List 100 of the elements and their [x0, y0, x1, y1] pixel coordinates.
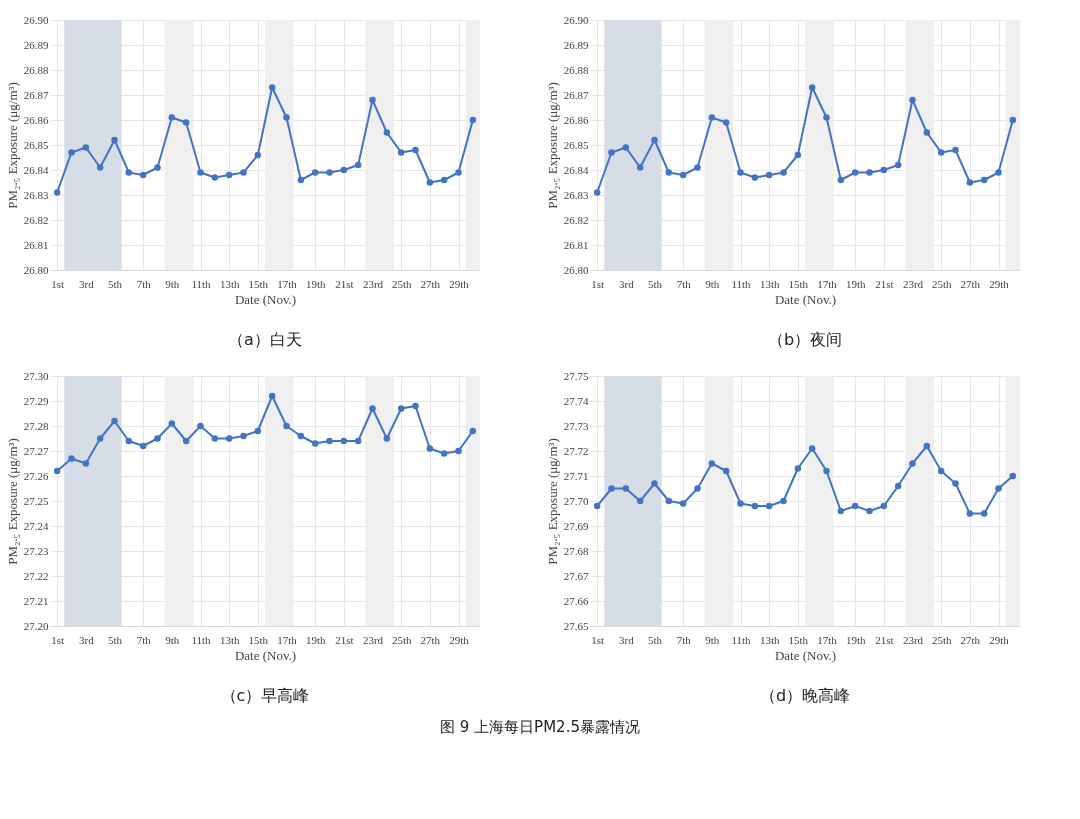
- y-tick-label: 27.73: [563, 419, 589, 432]
- y-tick-label: 26.87: [23, 88, 49, 101]
- x-tick-label: 5th: [107, 633, 123, 646]
- x-tick-label: 3rd: [79, 277, 95, 290]
- x-tick-label: 19th: [845, 633, 866, 646]
- point: [794, 151, 802, 159]
- point: [722, 119, 730, 126]
- y-tick-label: 26.84: [23, 163, 49, 176]
- y-tick-label: 27.30: [23, 369, 49, 382]
- point: [966, 510, 974, 517]
- point: [440, 450, 448, 457]
- y-axis-title: PM₂.₅ Exposure (μg/m³): [544, 82, 560, 209]
- point: [923, 442, 931, 450]
- point: [937, 467, 945, 475]
- y-tick-label: 27.29: [23, 394, 49, 407]
- point: [240, 169, 247, 176]
- y-tick-label: 26.90: [563, 13, 589, 26]
- point: [679, 171, 687, 179]
- point: [168, 114, 176, 121]
- point: [937, 149, 945, 156]
- x-tick-label: 29th: [989, 277, 1010, 290]
- x-tick-label: 1st: [591, 277, 605, 290]
- point: [369, 405, 376, 412]
- point: [765, 171, 773, 179]
- point: [211, 174, 219, 181]
- x-tick-label: 9th: [165, 633, 180, 646]
- x-tick-label: 17th: [277, 277, 298, 290]
- y-tick-label: 26.84: [563, 163, 589, 176]
- point: [837, 176, 845, 184]
- point: [311, 169, 319, 176]
- y-tick-label: 26.83: [23, 188, 49, 201]
- point: [397, 405, 405, 412]
- point: [254, 151, 262, 159]
- point: [96, 164, 104, 171]
- point: [679, 500, 687, 507]
- point: [808, 445, 816, 452]
- point: [966, 179, 974, 186]
- point: [1009, 116, 1017, 124]
- y-tick-label: 27.75: [563, 369, 589, 382]
- x-tick-label: 7th: [136, 633, 152, 646]
- point: [780, 169, 787, 176]
- text: （c）早高峰: [220, 686, 310, 705]
- text: （b）夜间: [767, 330, 843, 349]
- x-tick-label: 17th: [277, 633, 298, 646]
- x-tick-label: 15th: [248, 633, 269, 646]
- point: [354, 161, 362, 169]
- x-tick-label: 19th: [305, 277, 326, 290]
- point: [469, 427, 477, 435]
- point: [225, 435, 233, 442]
- point: [68, 149, 75, 156]
- x-tick-label: 23rd: [902, 277, 924, 290]
- y-tick-label: 27.72: [563, 444, 589, 457]
- point: [354, 437, 362, 445]
- point: [880, 166, 888, 174]
- point: [96, 435, 104, 442]
- y-tick-label: 26.82: [563, 213, 589, 226]
- y-tick-label: 26.83: [563, 188, 589, 201]
- y-tick-label: 27.26: [23, 469, 49, 482]
- y-tick-label: 27.22: [23, 569, 49, 582]
- y-tick-label: 27.67: [563, 569, 589, 582]
- x-tick-label: 9th: [165, 277, 180, 290]
- y-tick-label: 27.27: [23, 444, 49, 457]
- point: [780, 497, 787, 505]
- point: [383, 435, 391, 442]
- point: [694, 485, 701, 492]
- text: （a）白天: [228, 330, 302, 349]
- point: [622, 485, 630, 492]
- y-tick-label: 27.66: [563, 594, 589, 607]
- point: [125, 437, 133, 445]
- x-tick-label: 25th: [931, 277, 952, 290]
- x-tick-label: 29th: [449, 277, 470, 290]
- point: [636, 164, 644, 171]
- point: [311, 440, 319, 447]
- point: [751, 174, 759, 181]
- point: [737, 169, 744, 176]
- x-tick-label: 15th: [788, 277, 809, 290]
- y-tick-label: 26.82: [23, 213, 49, 226]
- point: [111, 417, 118, 425]
- point: [765, 502, 773, 510]
- x-tick-label: 19th: [845, 277, 866, 290]
- point: [952, 146, 959, 154]
- point: [665, 497, 673, 505]
- y-tick-label: 27.28: [23, 419, 49, 432]
- point: [866, 507, 873, 515]
- y-tick-label: 27.21: [23, 594, 49, 607]
- x-tick-label: 13th: [759, 277, 780, 290]
- x-tick-label: 25th: [391, 633, 412, 646]
- y-axis-title: PM₂.₅ Exposure (μg/m³): [4, 82, 20, 209]
- point: [340, 166, 348, 174]
- point: [636, 497, 644, 505]
- y-tick-label: 26.88: [563, 63, 589, 76]
- point: [593, 189, 601, 196]
- x-tick-label: 27th: [960, 277, 981, 290]
- y-tick-label: 26.89: [23, 38, 49, 51]
- point: [297, 176, 305, 184]
- point: [909, 96, 916, 104]
- x-tick-label: 21st: [335, 277, 354, 290]
- point: [426, 445, 434, 452]
- point: [980, 510, 988, 517]
- point: [182, 119, 190, 126]
